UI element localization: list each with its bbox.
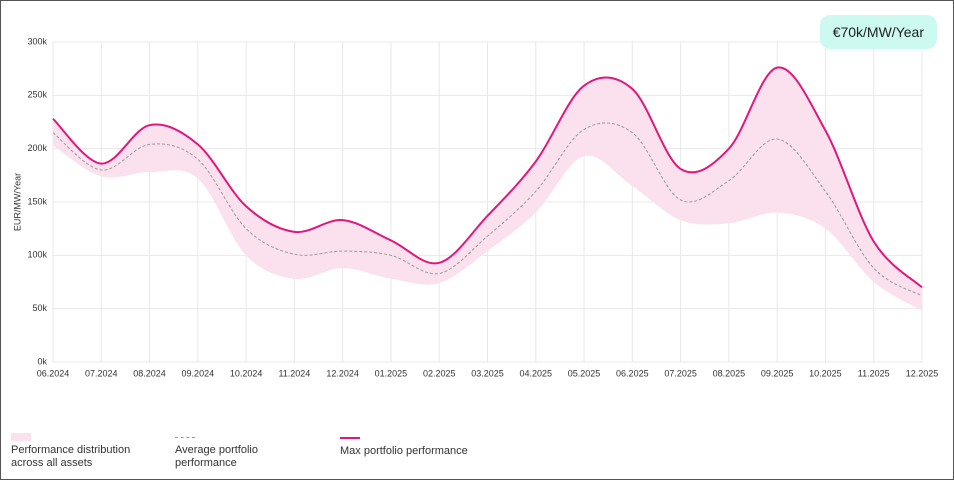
x-tick-label: 12.2025	[906, 368, 939, 378]
x-tick-label: 09.2025	[761, 368, 794, 378]
x-tick-label: 11.2024	[278, 368, 310, 378]
average-line	[52, 122, 923, 297]
y-tick-label: 50k	[32, 303, 47, 313]
legend-swatch	[11, 433, 31, 441]
legend-item: Max portfolio performance	[340, 433, 500, 458]
distribution-band	[53, 67, 922, 311]
legend-label: Performance distribution across all asse…	[11, 444, 131, 469]
legend-item: Performance distribution across all asse…	[11, 433, 151, 470]
x-tick-label: 09.2024	[182, 368, 215, 378]
chart: 0k 50k 100k 150k 200k 250k 300k 06.2024 07.2024 0…	[12, 36, 939, 378]
x-tick-label: 07.2024	[85, 368, 118, 378]
legend-item: Average portfolio performance	[175, 433, 285, 470]
x-tick-label: 01.2025	[375, 368, 408, 378]
max-line	[52, 66, 923, 289]
y-tick-label: 150k	[27, 196, 47, 206]
x-tick-label: 10.2024	[230, 368, 263, 378]
x-tick-label: 12.2024	[326, 368, 359, 378]
x-tick-label: 05.2025	[568, 368, 601, 378]
y-tick-label: 100k	[27, 250, 47, 260]
legend-label: Average portfolio performance	[175, 444, 258, 469]
legend-swatch	[340, 437, 360, 439]
y-tick-label: 0k	[37, 356, 47, 366]
x-tick-label: 06.2024	[37, 368, 70, 378]
y-tick-label: 300k	[27, 36, 47, 46]
y-tick-label: 250k	[27, 90, 47, 100]
legend-swatch	[175, 437, 195, 438]
x-tick-label: 03.2025	[471, 368, 504, 378]
y-tick-label: 200k	[27, 143, 47, 153]
x-tick-label: 06.2025	[616, 368, 649, 378]
x-tick-label: 04.2025	[520, 368, 553, 378]
x-tick-label: 02.2025	[423, 368, 456, 378]
x-tick-label: 11.2025	[858, 368, 890, 378]
x-tick-label: 10.2025	[809, 368, 842, 378]
x-tick-label: 08.2025	[713, 368, 746, 378]
y-axis-label: EUR/MW/Year	[12, 173, 22, 231]
badge: €70k/MW/Year	[819, 15, 937, 49]
x-tick-label: 07.2025	[664, 368, 697, 378]
legend-label: Max portfolio performance	[340, 445, 468, 457]
x-tick-label: 08.2024	[133, 368, 166, 378]
